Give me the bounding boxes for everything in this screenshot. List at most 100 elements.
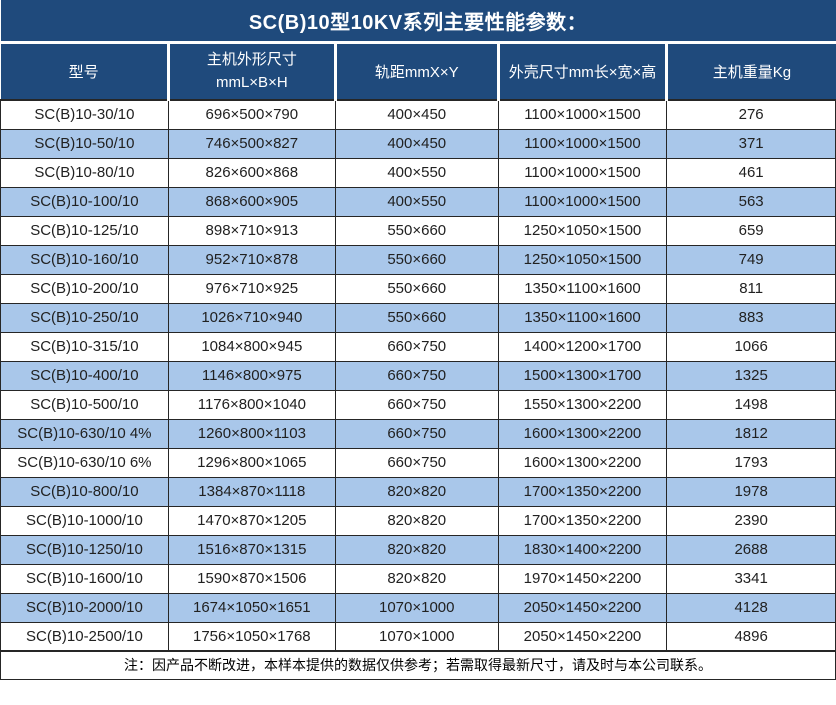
table-row: SC(B)10-400/10 1146×800×975 660×750 1500×13… bbox=[0, 360, 836, 391]
cell-enclosure-dimensions: 2050×1450×2200 bbox=[497, 592, 668, 623]
cell-host-dimensions: 898×710×913 bbox=[167, 215, 336, 246]
cell-model: SC(B)10-2500/10 bbox=[0, 621, 169, 652]
table-row: SC(B)10-2500/10 1756×1050×1768 1070×1000 20… bbox=[0, 621, 836, 652]
cell-rail-gauge: 660×750 bbox=[334, 389, 499, 420]
cell-weight: 811 bbox=[666, 273, 836, 304]
table-row: SC(B)10-315/10 1084×800×945 660×750 1400×12… bbox=[0, 331, 836, 362]
cell-host-dimensions: 1260×800×1103 bbox=[167, 418, 336, 449]
cell-host-dimensions: 1470×870×1205 bbox=[167, 505, 336, 536]
cell-model: SC(B)10-630/10 6% bbox=[0, 447, 169, 478]
cell-weight: 1812 bbox=[666, 418, 836, 449]
cell-rail-gauge: 660×750 bbox=[334, 447, 499, 478]
cell-weight: 1066 bbox=[666, 331, 836, 362]
cell-rail-gauge: 1070×1000 bbox=[334, 621, 499, 652]
cell-weight: 371 bbox=[666, 128, 836, 159]
cell-rail-gauge: 820×820 bbox=[334, 476, 499, 507]
table-row: SC(B)10-630/10 4% 1260×800×1103 660×750 160… bbox=[0, 418, 836, 449]
cell-enclosure-dimensions: 1600×1300×2200 bbox=[497, 447, 668, 478]
table-header-row: 型号 主机外形尺寸 mmL×B×H 轨距mmX×Y 外壳尺寸mm长×宽×高 主机… bbox=[0, 40, 836, 101]
cell-enclosure-dimensions: 1100×1000×1500 bbox=[497, 99, 668, 130]
cell-rail-gauge: 550×660 bbox=[334, 244, 499, 275]
cell-weight: 1498 bbox=[666, 389, 836, 420]
cell-model: SC(B)10-500/10 bbox=[0, 389, 169, 420]
table-row: SC(B)10-160/10 952×710×878 550×660 1250×105… bbox=[0, 244, 836, 275]
column-header-host-dimensions: 主机外形尺寸 mmL×B×H bbox=[166, 40, 336, 101]
table-row: SC(B)10-200/10 976×710×925 550×660 1350×110… bbox=[0, 273, 836, 304]
cell-model: SC(B)10-1250/10 bbox=[0, 534, 169, 565]
column-header-line: 主机外形尺寸 bbox=[206, 51, 297, 68]
cell-host-dimensions: 1084×800×945 bbox=[167, 331, 336, 362]
cell-model: SC(B)10-125/10 bbox=[0, 215, 169, 246]
cell-rail-gauge: 660×750 bbox=[334, 418, 499, 449]
cell-model: SC(B)10-315/10 bbox=[0, 331, 169, 362]
cell-rail-gauge: 550×660 bbox=[334, 215, 499, 246]
cell-host-dimensions: 1296×800×1065 bbox=[167, 447, 336, 478]
cell-rail-gauge: 400×550 bbox=[334, 157, 499, 188]
cell-enclosure-dimensions: 1830×1400×2200 bbox=[497, 534, 668, 565]
cell-host-dimensions: 976×710×925 bbox=[167, 273, 336, 304]
column-header-line: mmL×B×H bbox=[215, 74, 288, 92]
cell-weight: 4128 bbox=[666, 592, 836, 623]
cell-model: SC(B)10-30/10 bbox=[0, 99, 169, 130]
cell-enclosure-dimensions: 1100×1000×1500 bbox=[497, 128, 668, 159]
cell-host-dimensions: 826×600×868 bbox=[167, 157, 336, 188]
cell-weight: 659 bbox=[666, 215, 836, 246]
spec-table: SC(B)10型10KV系列主要性能参数： 型号 主机外形尺寸 mmL×B×H … bbox=[0, 0, 836, 680]
table-row: SC(B)10-800/10 1384×870×1118 820×820 1700×1… bbox=[0, 476, 836, 507]
cell-host-dimensions: 1026×710×940 bbox=[167, 302, 336, 333]
cell-rail-gauge: 820×820 bbox=[334, 505, 499, 536]
table-row: SC(B)10-50/10 746×500×827 400×450 1100×1000… bbox=[0, 128, 836, 159]
cell-host-dimensions: 952×710×878 bbox=[167, 244, 336, 275]
cell-enclosure-dimensions: 1400×1200×1700 bbox=[497, 331, 668, 362]
cell-model: SC(B)10-250/10 bbox=[0, 302, 169, 333]
table-row: SC(B)10-2000/10 1674×1050×1651 1070×1000 20… bbox=[0, 592, 836, 623]
table-row: SC(B)10-125/10 898×710×913 550×660 1250×105… bbox=[0, 215, 836, 246]
table-body: SC(B)10-30/10 696×500×790 400×450 1100×1000… bbox=[0, 99, 836, 652]
table-row: SC(B)10-30/10 696×500×790 400×450 1100×1000… bbox=[0, 99, 836, 130]
cell-enclosure-dimensions: 1700×1350×2200 bbox=[497, 476, 668, 507]
cell-weight: 2688 bbox=[666, 534, 836, 565]
page-title: SC(B)10型10KV系列主要性能参数： bbox=[0, 0, 836, 42]
cell-weight: 1978 bbox=[666, 476, 836, 507]
column-header-rail-gauge: 轨距mmX×Y bbox=[333, 40, 499, 101]
cell-rail-gauge: 660×750 bbox=[334, 331, 499, 362]
cell-model: SC(B)10-2000/10 bbox=[0, 592, 169, 623]
cell-rail-gauge: 400×450 bbox=[334, 128, 499, 159]
cell-host-dimensions: 868×600×905 bbox=[167, 186, 336, 217]
cell-weight: 4896 bbox=[666, 621, 836, 652]
cell-model: SC(B)10-630/10 4% bbox=[0, 418, 169, 449]
cell-model: SC(B)10-400/10 bbox=[0, 360, 169, 391]
cell-model: SC(B)10-200/10 bbox=[0, 273, 169, 304]
column-header-enclosure-dimensions: 外壳尺寸mm长×宽×高 bbox=[496, 40, 667, 101]
cell-rail-gauge: 1070×1000 bbox=[334, 592, 499, 623]
cell-model: SC(B)10-50/10 bbox=[0, 128, 169, 159]
footnote: 注：因产品不断改进，本样本提供的数据仅供参考；若需取得最新尺寸，请及时与本公司联… bbox=[0, 650, 836, 680]
table-row: SC(B)10-1250/10 1516×870×1315 820×820 1830×… bbox=[0, 534, 836, 565]
cell-enclosure-dimensions: 1250×1050×1500 bbox=[497, 215, 668, 246]
cell-rail-gauge: 400×550 bbox=[334, 186, 499, 217]
cell-model: SC(B)10-1000/10 bbox=[0, 505, 169, 536]
table-row: SC(B)10-250/10 1026×710×940 550×660 1350×11… bbox=[0, 302, 836, 333]
cell-weight: 2390 bbox=[666, 505, 836, 536]
cell-rail-gauge: 400×450 bbox=[334, 99, 499, 130]
cell-rail-gauge: 820×820 bbox=[334, 563, 499, 594]
cell-host-dimensions: 1756×1050×1768 bbox=[167, 621, 336, 652]
title-row: SC(B)10型10KV系列主要性能参数： bbox=[0, 0, 836, 42]
cell-enclosure-dimensions: 2050×1450×2200 bbox=[497, 621, 668, 652]
cell-host-dimensions: 1590×870×1506 bbox=[167, 563, 336, 594]
cell-host-dimensions: 1384×870×1118 bbox=[167, 476, 336, 507]
cell-model: SC(B)10-800/10 bbox=[0, 476, 169, 507]
cell-enclosure-dimensions: 1350×1100×1600 bbox=[497, 273, 668, 304]
table-row: SC(B)10-100/10 868×600×905 400×550 1100×100… bbox=[0, 186, 836, 217]
cell-enclosure-dimensions: 1970×1450×2200 bbox=[497, 563, 668, 594]
cell-weight: 563 bbox=[666, 186, 836, 217]
cell-host-dimensions: 1674×1050×1651 bbox=[167, 592, 336, 623]
table-row: SC(B)10-1000/10 1470×870×1205 820×820 1700×… bbox=[0, 505, 836, 536]
cell-weight: 883 bbox=[666, 302, 836, 333]
cell-enclosure-dimensions: 1600×1300×2200 bbox=[497, 418, 668, 449]
cell-enclosure-dimensions: 1100×1000×1500 bbox=[497, 186, 668, 217]
cell-enclosure-dimensions: 1700×1350×2200 bbox=[497, 505, 668, 536]
cell-enclosure-dimensions: 1100×1000×1500 bbox=[497, 157, 668, 188]
cell-enclosure-dimensions: 1250×1050×1500 bbox=[497, 244, 668, 275]
